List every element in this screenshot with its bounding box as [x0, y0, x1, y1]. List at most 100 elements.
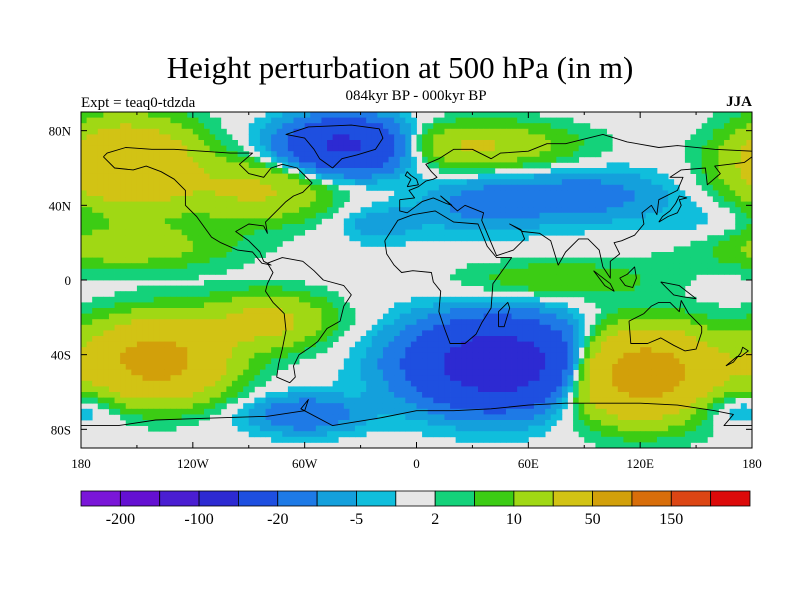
field-cell: [394, 190, 401, 197]
field-cell: [679, 358, 686, 365]
field-cell: [271, 123, 278, 130]
field-cell: [181, 285, 188, 292]
field-cell: [148, 257, 155, 264]
field-cell: [226, 308, 233, 314]
field-cell: [215, 168, 222, 174]
field-cell: [450, 117, 457, 124]
field-cell: [198, 369, 205, 376]
field-cell: [556, 386, 563, 393]
field-cell: [215, 268, 222, 275]
field-cell: [651, 212, 658, 219]
field-cell: [729, 257, 736, 264]
field-cell: [131, 229, 138, 236]
field-cell: [271, 313, 278, 320]
field-cell: [578, 229, 585, 236]
field-cell: [366, 128, 373, 135]
field-cell: [416, 145, 423, 152]
field-cell: [170, 246, 177, 253]
field-cell: [668, 358, 675, 365]
field-cell: [478, 380, 484, 387]
field-cell: [478, 268, 484, 275]
field-cell: [164, 319, 171, 326]
field-cell: [696, 364, 703, 370]
field-cell: [684, 268, 691, 275]
field-cell: [394, 184, 401, 191]
field-cell: [735, 156, 742, 163]
field-cell: [215, 201, 222, 208]
field-cell: [539, 229, 546, 236]
field-cell: [461, 168, 468, 174]
field-cell: [494, 375, 501, 382]
field-cell: [712, 386, 719, 393]
field-cell: [125, 168, 132, 174]
field-cell: [265, 179, 272, 186]
field-cell: [293, 280, 300, 286]
field-cell: [578, 201, 585, 208]
field-cell: [556, 123, 563, 130]
field-cell: [450, 168, 457, 174]
field-cell: [712, 380, 719, 387]
field-cell: [192, 319, 199, 326]
field-cell: [740, 201, 747, 208]
field-cell: [377, 179, 384, 186]
field-cell: [176, 324, 183, 331]
field-cell: [573, 364, 580, 370]
field-cell: [142, 392, 149, 398]
field-cell: [81, 145, 87, 152]
field-cell: [282, 134, 289, 141]
field-cell: [332, 145, 339, 152]
field-cell: [567, 364, 574, 370]
field-cell: [718, 319, 725, 326]
field-cell: [248, 156, 255, 163]
field-cell: [545, 392, 552, 398]
field-cell: [505, 162, 512, 169]
field-cell: [120, 117, 127, 124]
field-cell: [248, 128, 255, 135]
field-cell: [159, 397, 166, 404]
field-cell: [517, 347, 524, 354]
field-cell: [187, 246, 194, 253]
field-cell: [662, 252, 669, 258]
field-cell: [142, 352, 149, 359]
field-cell: [226, 291, 233, 298]
field-cell: [148, 212, 155, 219]
field-cell: [382, 173, 389, 180]
field-cell: [595, 324, 602, 331]
field-cell: [388, 128, 395, 135]
field-cell: [561, 319, 568, 326]
field-cell: [422, 229, 429, 236]
field-cell: [662, 184, 669, 191]
field-cell: [707, 156, 714, 163]
field-cell: [601, 134, 608, 141]
field-cell: [276, 324, 283, 331]
field-cell: [153, 375, 160, 382]
field-cell: [131, 274, 138, 281]
field-cell: [226, 173, 233, 180]
field-cell: [148, 246, 155, 253]
field-cell: [662, 285, 669, 292]
field-cell: [438, 145, 445, 152]
field-cell: [92, 352, 99, 359]
field-cell: [153, 330, 160, 337]
field-cell: [114, 112, 121, 118]
field-cell: [623, 341, 630, 348]
field-cell: [282, 235, 289, 242]
field-cell: [226, 151, 233, 158]
field-cell: [103, 162, 110, 169]
field-cell: [153, 212, 160, 219]
field-cell: [114, 302, 121, 309]
field-cell: [724, 313, 731, 320]
field-cell: [740, 196, 747, 202]
field-cell: [690, 302, 697, 309]
field-cell: [561, 280, 568, 286]
field-cell: [410, 173, 417, 180]
field-cell: [483, 336, 490, 342]
field-cell: [746, 257, 752, 264]
field-cell: [120, 302, 127, 309]
field-cell: [746, 117, 752, 124]
field-cell: [354, 375, 361, 382]
field-cell: [148, 190, 155, 197]
field-cell: [237, 229, 244, 236]
field-cell: [226, 134, 233, 141]
field-cell: [142, 229, 149, 236]
